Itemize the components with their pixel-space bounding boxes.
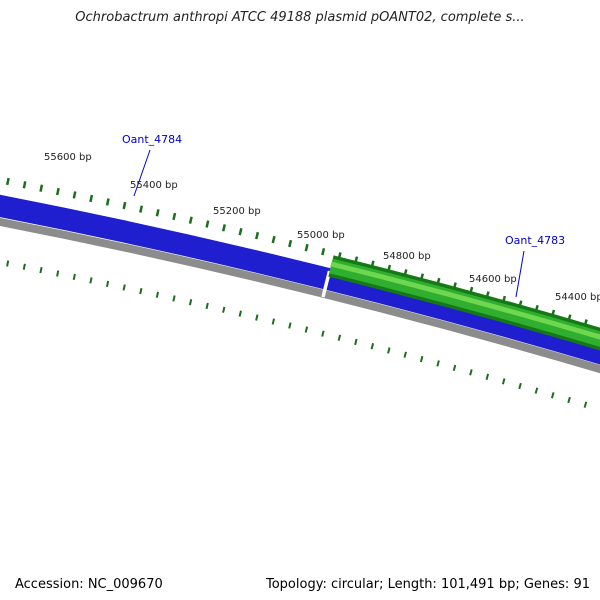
tick-label-55400: 55400 bp (130, 180, 178, 191)
gene-label-oant-4783[interactable]: Oant_4783 (505, 234, 566, 247)
tick-label-54800: 54800 bp (383, 251, 431, 262)
status-summary: Topology: circular; Length: 101,491 bp; … (265, 577, 590, 592)
backbone-arc[interactable] (0, 194, 600, 365)
gene-label-oant-4784[interactable]: Oant_4784 (122, 133, 183, 146)
tick-label-55000: 55000 bp (297, 230, 345, 241)
gene-pointer-line-oant-4784 (133, 149, 151, 197)
backbone-shadow-arc (0, 217, 600, 374)
sequence-title: Ochrobactrum anthropi ATCC 49188 plasmid… (75, 10, 525, 25)
tick-label-54600: 54600 bp (469, 274, 517, 285)
gene-arc-oant-4783-highlight (330, 261, 600, 340)
plasmid-map-svg (0, 149, 600, 413)
status-bar: Accession: NC_009670 Topology: circular;… (0, 577, 600, 592)
sequence-viewer-canvas[interactable]: 55600 bp 55400 bp 55200 bp 55000 bp 5480… (0, 30, 600, 560)
tick-label-55600: 55600 bp (44, 152, 92, 163)
tick-label-55200: 55200 bp (213, 206, 261, 217)
gene-pointer-line-oant-4783 (515, 250, 525, 298)
tick-label-54400: 54400 bp (555, 292, 600, 303)
gene-boundary-notch (321, 270, 332, 298)
status-accession: Accession: NC_009670 (15, 577, 163, 592)
